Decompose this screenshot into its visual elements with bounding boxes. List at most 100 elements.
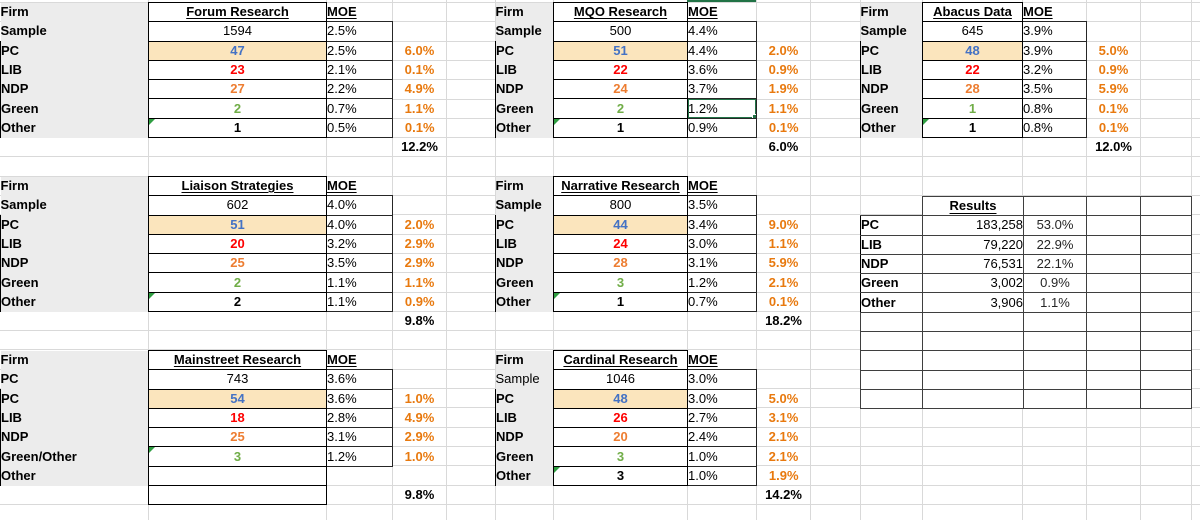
cell-moe[interactable]: 3.1% — [687, 253, 757, 274]
cell-diff[interactable]: 5.0% — [1098, 42, 1129, 58]
cell-label[interactable]: Other — [495, 292, 554, 312]
cell-value[interactable]: 24 — [553, 233, 688, 255]
cell-empty[interactable] — [1140, 292, 1192, 313]
cell-diff[interactable]: 1.9% — [768, 467, 799, 483]
cell-diff[interactable]: 2.9% — [404, 236, 435, 252]
cell-moe[interactable]: 3.0% — [687, 233, 757, 255]
cell-diff[interactable]: 1.1% — [404, 274, 435, 290]
cell-value[interactable]: 2 — [553, 98, 688, 119]
cell-empty[interactable] — [149, 138, 327, 157]
cell-value[interactable]: 28 — [922, 79, 1023, 100]
cell-empty[interactable] — [1086, 292, 1141, 313]
cell-firm-label[interactable]: Firm — [860, 2, 923, 22]
cell-result-value[interactable]: 183,258 — [922, 215, 1024, 236]
cell-empty[interactable] — [1140, 311, 1192, 333]
cell-empty[interactable] — [1023, 138, 1087, 157]
cell-empty[interactable] — [1086, 388, 1141, 410]
cell-empty[interactable] — [1140, 195, 1192, 217]
cell-value[interactable]: 27 — [148, 79, 327, 100]
cell-label[interactable]: NDP — [495, 427, 554, 447]
cell-moe[interactable]: 3.0% — [687, 369, 757, 390]
cell-diff[interactable]: 6.0% — [404, 42, 435, 58]
cell-empty[interactable] — [861, 138, 923, 157]
cell-result-pct[interactable]: 22.1% — [1023, 253, 1087, 275]
cell-diff[interactable]: 2.1% — [768, 429, 799, 445]
cell-empty[interactable] — [1023, 369, 1087, 390]
cell-moe[interactable]: 4.4% — [687, 21, 757, 42]
cell-value[interactable]: 48 — [922, 40, 1023, 61]
cell-value[interactable]: 48 — [553, 388, 688, 409]
cell-diff[interactable]: 2.1% — [768, 274, 799, 290]
cell-empty[interactable] — [1086, 350, 1141, 371]
cell-diff[interactable]: 1.1% — [768, 100, 799, 116]
cell-empty[interactable] — [496, 486, 554, 505]
cell-moe[interactable]: 3.5% — [326, 253, 393, 274]
cell-empty[interactable] — [1023, 331, 1087, 352]
cell-empty[interactable] — [327, 138, 393, 157]
cell-diff[interactable]: 0.1% — [1098, 119, 1129, 135]
cell-empty[interactable] — [757, 22, 811, 41]
cell-value[interactable]: 51 — [553, 40, 688, 61]
cell-empty[interactable] — [1086, 273, 1141, 294]
cell-moe[interactable]: 0.8% — [1022, 98, 1087, 119]
cell-diff[interactable]: 2.0% — [768, 42, 799, 58]
cell-empty[interactable] — [327, 466, 393, 485]
cell-value[interactable]: 800 — [553, 195, 688, 216]
firm-header[interactable]: MQO Research — [553, 1, 688, 23]
cell-result-pct[interactable]: 22.9% — [1023, 234, 1087, 255]
cell-moe[interactable]: 2.1% — [326, 59, 393, 81]
cell-moe[interactable]: 1.2% — [687, 98, 757, 119]
cell-diff[interactable]: 1.1% — [404, 100, 435, 116]
cell-moe[interactable]: 4.4% — [687, 40, 757, 61]
cell-total-diff[interactable]: 12.0% — [1095, 139, 1132, 155]
moe-header[interactable]: MOE — [1023, 3, 1053, 19]
cell-value[interactable]: 500 — [553, 21, 688, 42]
firm-header[interactable]: Liaison Strategies — [148, 175, 327, 197]
cell-empty[interactable] — [688, 312, 757, 331]
cell-label[interactable]: PC — [860, 41, 923, 61]
cell-empty[interactable] — [1140, 215, 1192, 236]
cell-value[interactable]: 20 — [148, 233, 327, 255]
cell-moe[interactable]: 2.7% — [687, 407, 757, 429]
cell-firm-label[interactable]: Firm — [0, 2, 149, 22]
cell-moe[interactable]: 1.2% — [326, 446, 393, 467]
cell-value[interactable]: 3 — [553, 272, 688, 293]
cell-total-diff[interactable]: 12.2% — [401, 139, 438, 155]
cell-diff[interactable]: 0.1% — [1098, 100, 1129, 116]
cell-label[interactable]: PC — [0, 215, 149, 235]
cell-empty[interactable] — [860, 350, 923, 371]
cell-empty[interactable] — [923, 138, 1023, 157]
cell-label[interactable]: Sample — [0, 21, 149, 42]
cell-value[interactable] — [148, 465, 327, 487]
cell-diff[interactable]: 5.9% — [768, 255, 799, 271]
cell-value[interactable]: 2 — [148, 98, 327, 119]
cell-empty[interactable] — [1140, 331, 1192, 352]
cell-empty[interactable] — [393, 196, 447, 215]
cell-value[interactable]: 1 — [148, 117, 327, 139]
cell-empty[interactable] — [1, 486, 149, 505]
cell-empty[interactable] — [1086, 195, 1141, 217]
cell-empty[interactable] — [860, 331, 923, 352]
cell-moe[interactable]: 3.6% — [326, 369, 393, 390]
cell-empty[interactable] — [688, 138, 757, 157]
cell-label[interactable]: Other — [0, 466, 149, 486]
cell-value[interactable]: 28 — [553, 253, 688, 274]
cell-moe[interactable]: 2.5% — [326, 40, 393, 61]
cell-value[interactable]: 3 — [553, 446, 688, 467]
cell-value[interactable]: 743 — [148, 369, 327, 390]
cell-empty[interactable] — [1086, 331, 1141, 352]
cell-label[interactable]: Other — [495, 466, 554, 486]
cell-moe[interactable]: 0.7% — [326, 98, 393, 119]
cell-label[interactable]: Green/Other — [0, 446, 149, 467]
cell-moe[interactable]: 3.0% — [687, 388, 757, 409]
cell-moe[interactable]: 0.5% — [326, 117, 393, 139]
cell-empty[interactable] — [1023, 311, 1087, 333]
cell-empty[interactable] — [1086, 215, 1141, 236]
cell-empty[interactable] — [1023, 195, 1087, 217]
cell-empty[interactable] — [1140, 253, 1192, 275]
cell-result-pct[interactable]: 53.0% — [1023, 215, 1087, 236]
cell-empty[interactable] — [393, 370, 447, 389]
cell-value[interactable]: 26 — [553, 407, 688, 429]
cell-result-value[interactable]: 76,531 — [922, 253, 1024, 275]
cell-result-pct[interactable]: 1.1% — [1023, 292, 1087, 313]
